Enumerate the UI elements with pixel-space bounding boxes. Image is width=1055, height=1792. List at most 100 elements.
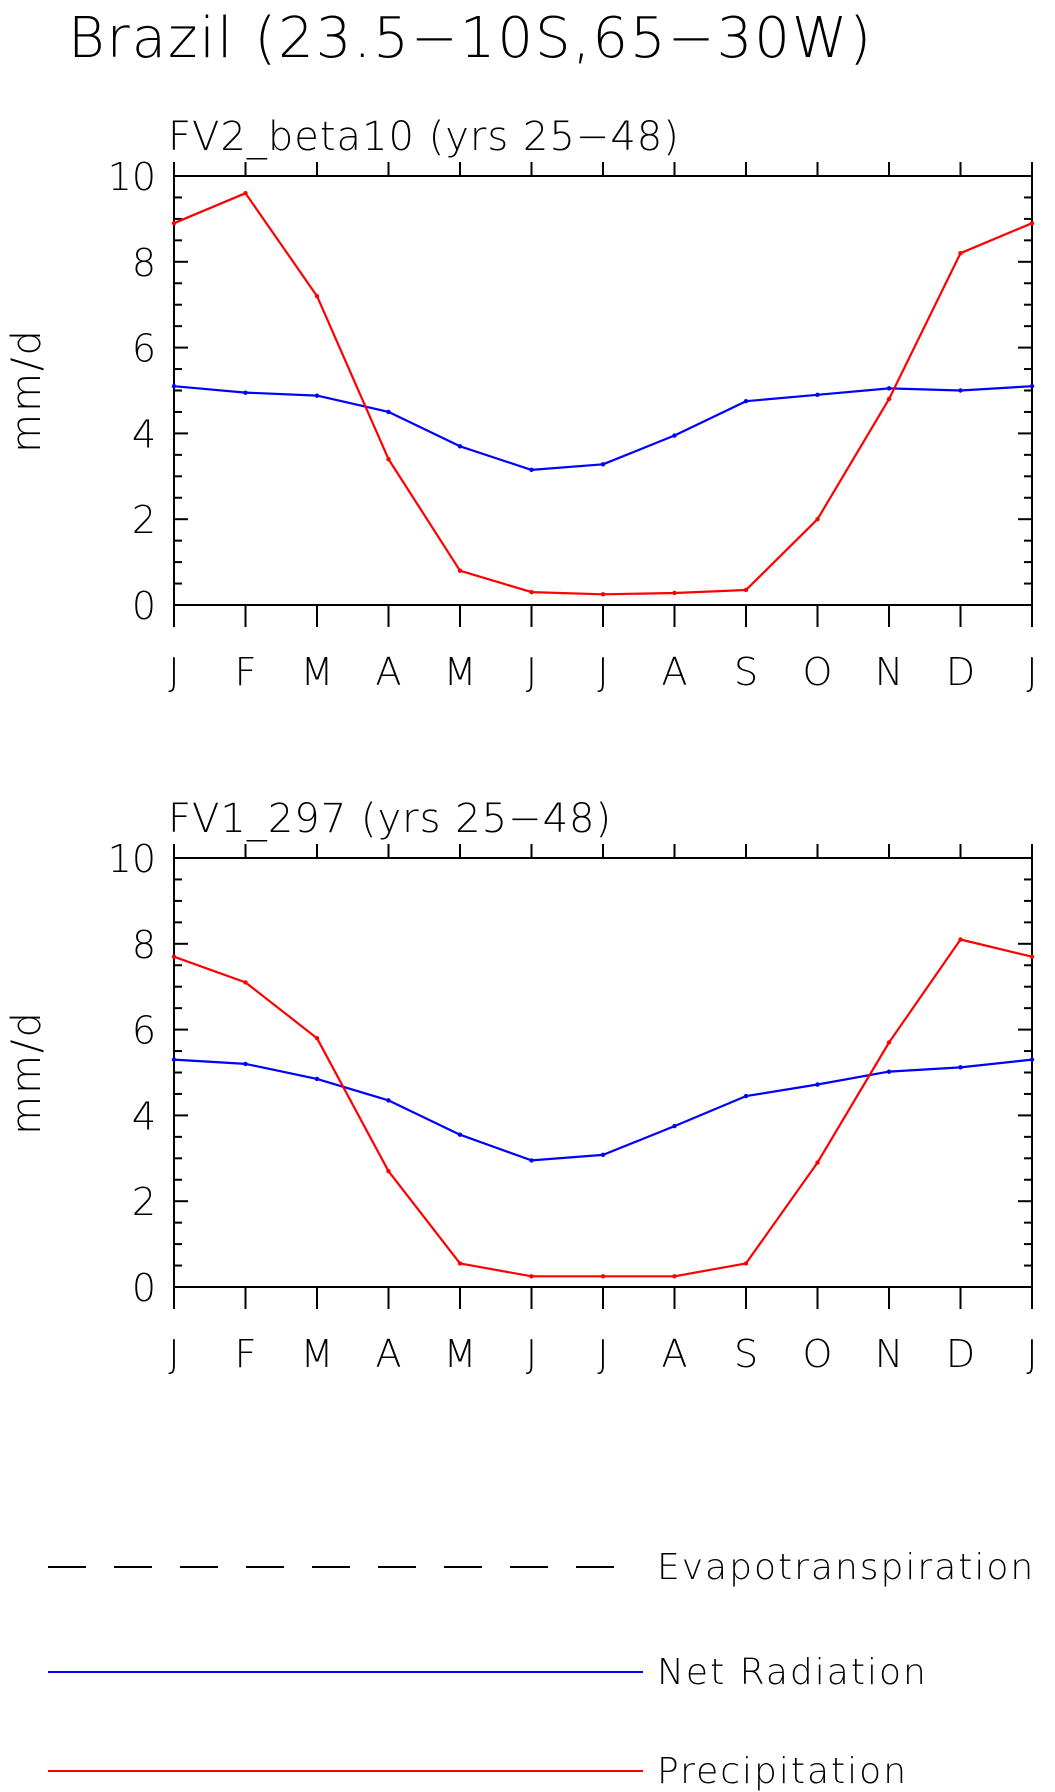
x-tick-label: O [803,650,833,694]
series-line-net-radiation [173,1058,1033,1162]
data-point-net-radiation [600,462,606,467]
x-tick-label: M [444,650,477,694]
data-point-precipitation [743,1261,749,1266]
x-tick-label: D [946,650,975,694]
data-point-net-radiation [886,1069,892,1074]
series-line-precipitation [173,192,1033,596]
x-tick-label: N [875,650,903,694]
data-point-precipitation [314,293,320,299]
data-point-net-radiation [815,392,820,397]
legend-label-net-radiation: Net Radiation [657,1652,928,1693]
x-tick-label: D [946,1332,975,1376]
x-tick-label: M [444,1332,477,1376]
data-point-precipitation [672,590,677,596]
legend: Evapotranspiration Net Radiation Precipi… [48,1547,1035,1792]
data-point-precipitation [1029,954,1035,959]
data-point-net-radiation [171,1057,177,1062]
x-tick-label: J [526,650,537,694]
data-point-precipitation [886,1040,892,1045]
data-point-net-radiation [886,386,892,391]
data-point-precipitation [1029,220,1035,226]
data-point-net-radiation [1029,1057,1035,1062]
data-point-net-radiation [958,388,963,393]
data-point-net-radiation [600,1152,606,1158]
series-line-net-radiation [173,385,1033,471]
data-point-net-radiation [672,433,677,438]
y-tick-label: 8 [132,241,156,285]
data-point-precipitation [958,251,963,256]
y-tick-label: 8 [132,923,156,967]
data-point-precipitation [314,1035,320,1041]
plot-frame [173,857,1033,1288]
y-tick-label: 2 [132,498,156,542]
x-tick-label: F [235,650,257,694]
data-point-precipitation [243,190,248,196]
legend-label-precipitation: Precipitation [657,1751,908,1792]
y-tick-label: 0 [132,1266,156,1310]
data-point-net-radiation [672,1123,677,1129]
data-point-precipitation [529,589,534,595]
y-tick-label: 6 [132,327,156,371]
legend-label-evapotranspiration: Evapotranspiration [657,1547,1035,1588]
data-point-net-radiation [457,1132,463,1137]
y-tick-label: 2 [132,1180,156,1224]
data-point-net-radiation [958,1065,963,1070]
y-tick-label: 6 [132,1009,156,1053]
data-point-net-radiation [457,444,463,449]
x-tick-label: J [526,1332,537,1376]
data-point-precipitation [600,592,606,597]
x-tick-label: A [376,650,402,694]
data-point-net-radiation [386,1098,391,1103]
data-point-net-radiation [529,1158,534,1163]
x-tick-label: A [376,1332,402,1376]
x-tick-label: O [803,1332,833,1376]
data-point-precipitation [457,1261,463,1266]
y-tick-label: 4 [132,1094,156,1138]
data-point-precipitation [743,587,749,593]
data-point-precipitation [815,1160,820,1165]
data-point-precipitation [529,1274,534,1279]
data-point-precipitation [672,1274,677,1279]
data-point-net-radiation [386,409,391,415]
y-axis-label: mm/d [4,1010,50,1135]
data-point-precipitation [457,568,463,573]
data-point-precipitation [886,396,892,402]
panel-subtitle: FV1_297 (yrs 25−48) [168,796,612,842]
x-tick-label: J [597,650,608,694]
data-point-precipitation [243,980,248,985]
panel-subtitle: FV2_beta10 (yrs 25−48) [168,114,680,160]
data-point-precipitation [815,517,820,522]
data-point-net-radiation [243,1061,248,1067]
series-line-precipitation [173,938,1033,1278]
data-point-net-radiation [1029,384,1035,389]
y-tick-label: 10 [108,837,156,881]
figure-title: Brazil (23.5−10S,65−30W) [68,6,873,71]
x-tick-label: J [168,650,179,694]
x-tick-label: M [301,1332,334,1376]
data-point-precipitation [171,220,177,226]
x-tick-label: J [168,1332,179,1376]
x-tick-label: J [1026,650,1037,694]
data-point-net-radiation [529,467,534,473]
data-point-precipitation [600,1274,606,1279]
x-tick-label: A [662,650,688,694]
data-point-net-radiation [815,1082,820,1087]
x-tick-label: N [875,1332,903,1376]
y-tick-label: 0 [132,584,156,628]
data-point-precipitation [958,937,963,942]
data-point-net-radiation [743,1093,749,1099]
data-point-net-radiation [743,399,749,404]
data-point-precipitation [386,456,391,462]
y-tick-label: 10 [108,155,156,199]
x-tick-label: F [235,1332,257,1376]
data-point-precipitation [386,1168,391,1174]
data-point-net-radiation [243,390,248,395]
y-tick-label: 4 [132,412,156,456]
data-point-precipitation [171,954,177,959]
x-tick-label: S [734,650,758,694]
x-tick-label: M [301,650,334,694]
y-axis-label: mm/d [4,328,50,453]
